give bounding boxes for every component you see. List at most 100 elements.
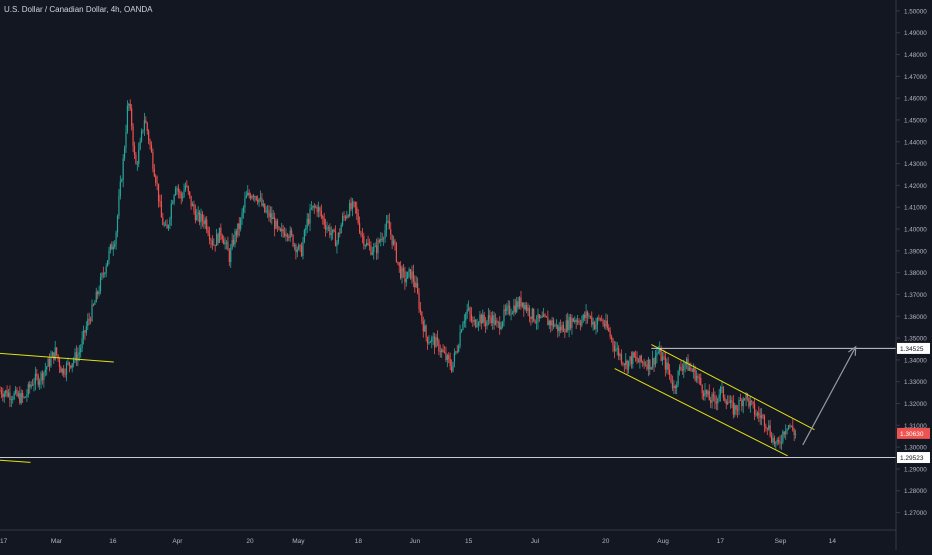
candle-body (135, 154, 137, 164)
candle-body (698, 377, 700, 379)
candle-body (266, 210, 269, 212)
candle-body (452, 361, 454, 372)
candle-body (721, 386, 723, 388)
candle-body (10, 399, 12, 401)
price-axis-label: 1.29000 (904, 466, 927, 473)
candle-body (680, 366, 682, 370)
candle-body (718, 394, 720, 399)
candle-body (780, 441, 783, 444)
candle-body (520, 297, 522, 307)
candle-body (56, 347, 58, 355)
candle-body (7, 392, 10, 397)
candle-body (326, 227, 328, 230)
candle-body (80, 347, 82, 353)
candle-body (339, 232, 341, 234)
time-axis-label: Jul (531, 538, 540, 545)
candle-body (411, 271, 413, 279)
candle-body (671, 382, 674, 389)
candle-body (259, 197, 262, 199)
candle-body (150, 145, 153, 153)
candle-body (303, 230, 305, 242)
candle-body (724, 397, 726, 401)
current-price-tag[interactable] (897, 427, 930, 439)
projection-arrow[interactable] (802, 346, 857, 446)
candle-body (191, 203, 194, 207)
candle-body (201, 213, 204, 221)
candle-body (179, 191, 181, 193)
candle-body (466, 309, 468, 314)
candle-body (160, 201, 162, 218)
candle-body (238, 223, 240, 229)
trendline[interactable] (651, 344, 815, 431)
candle-body (576, 320, 579, 322)
candle-body (591, 316, 593, 325)
level-price-tag[interactable] (897, 342, 930, 354)
candle-body (237, 223, 239, 236)
candle-body (26, 394, 28, 397)
candle-body (282, 229, 284, 233)
candle-body (155, 176, 157, 183)
price-axis-label: 1.31000 (904, 423, 927, 430)
candle-body (344, 216, 347, 219)
candle-body (695, 376, 698, 381)
candle-body (323, 218, 325, 225)
candle-body (211, 240, 213, 246)
candle-body (711, 394, 713, 403)
candle-body (327, 227, 330, 228)
time-axis-label: Jun (410, 538, 421, 545)
candle-body (560, 326, 562, 331)
time-axis-label: Mar (51, 538, 63, 545)
candle-body (581, 320, 583, 326)
candle-body (568, 317, 570, 331)
candle-body (732, 401, 734, 415)
candle-body (0, 390, 1, 392)
candle-body (40, 372, 42, 382)
candle-body (298, 244, 300, 250)
candle-body (599, 318, 601, 320)
candle-body (225, 242, 228, 243)
trendline[interactable] (614, 368, 788, 457)
candle-body (377, 240, 379, 254)
price-axis-label: 1.40000 (904, 227, 927, 234)
candle-body (504, 309, 506, 312)
candle-body (295, 245, 297, 253)
candle-body (683, 365, 685, 371)
candle-body (320, 210, 322, 217)
candle-body (213, 244, 215, 246)
candle-body (9, 392, 11, 400)
candle-body (422, 321, 424, 332)
candle-body (623, 363, 625, 366)
candle-body (653, 358, 655, 365)
candle-body (354, 202, 356, 208)
candle-body (492, 315, 494, 323)
level-price-tag[interactable] (897, 452, 930, 464)
candle-body (240, 218, 242, 229)
candle-body (589, 315, 591, 317)
candle-body (90, 319, 92, 321)
trendline[interactable] (0, 459, 31, 463)
candle-body (112, 246, 114, 250)
candle-body (264, 203, 266, 213)
candle-body (252, 195, 255, 198)
candle-body (690, 367, 692, 370)
candle-body (23, 397, 25, 398)
trendline[interactable] (0, 352, 114, 363)
candle-body (312, 205, 314, 209)
candle-body (419, 308, 422, 312)
candle-body (363, 235, 365, 246)
candle-body (174, 188, 177, 196)
candle-body (337, 232, 339, 243)
candle-body (626, 360, 628, 370)
candle-body (387, 220, 389, 222)
candle-body (234, 231, 236, 245)
candle-body (94, 302, 96, 305)
candle-body (548, 320, 550, 326)
candle-body (81, 338, 83, 348)
candle-body (687, 358, 689, 371)
candle-body (316, 206, 318, 212)
candle-body (739, 400, 742, 401)
candle-body (87, 319, 89, 327)
